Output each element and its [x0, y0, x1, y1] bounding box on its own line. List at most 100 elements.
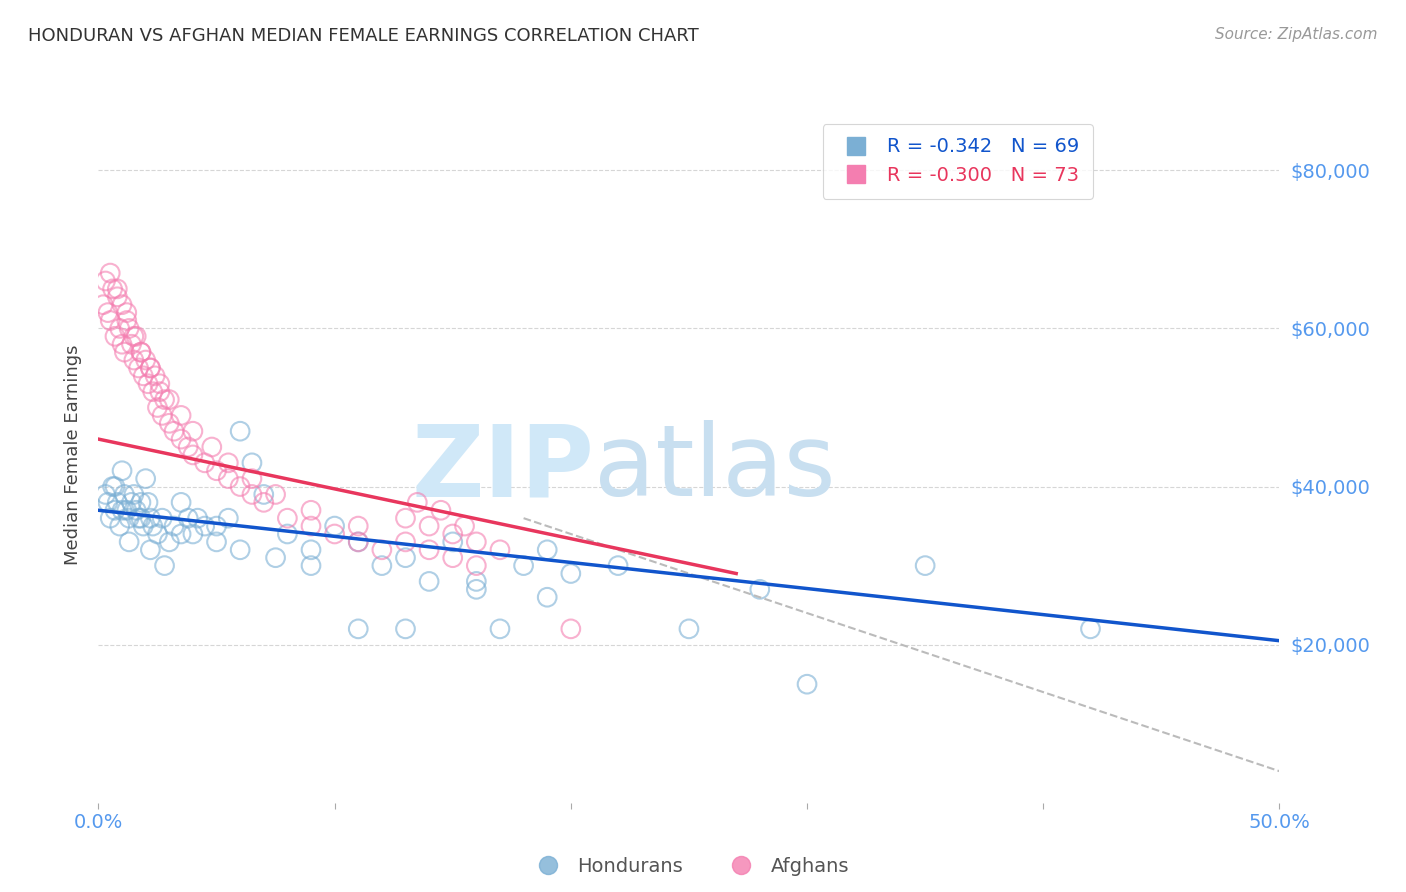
Point — [465, 582, 488, 597]
Point — [914, 558, 936, 573]
Point — [98, 511, 121, 525]
Point — [347, 535, 370, 549]
Point — [441, 527, 464, 541]
Point — [406, 495, 429, 509]
Point — [678, 622, 700, 636]
Point — [94, 274, 117, 288]
Point — [104, 329, 127, 343]
Point — [181, 527, 204, 541]
Point — [121, 337, 143, 351]
Point — [149, 376, 172, 391]
Point — [453, 519, 475, 533]
Point — [139, 361, 162, 376]
Point — [115, 313, 138, 327]
Point — [132, 519, 155, 533]
Point — [194, 456, 217, 470]
Point — [170, 409, 193, 423]
Point — [139, 542, 162, 557]
Point — [146, 527, 169, 541]
Point — [170, 527, 193, 541]
Point — [94, 487, 117, 501]
Point — [371, 542, 394, 557]
Point — [201, 440, 224, 454]
Point — [177, 511, 200, 525]
Y-axis label: Median Female Earnings: Median Female Earnings — [63, 344, 82, 566]
Legend: Hondurans, Afghans: Hondurans, Afghans — [522, 849, 856, 884]
Point — [111, 298, 134, 312]
Point — [115, 503, 138, 517]
Point — [121, 495, 143, 509]
Point — [394, 550, 416, 565]
Point — [323, 519, 346, 533]
Point — [465, 574, 488, 589]
Point — [122, 487, 145, 501]
Point — [748, 582, 770, 597]
Point — [115, 305, 138, 319]
Point — [157, 392, 180, 407]
Point — [150, 409, 173, 423]
Point — [136, 376, 159, 391]
Point — [139, 361, 162, 376]
Point — [240, 456, 263, 470]
Point — [170, 432, 193, 446]
Point — [194, 519, 217, 533]
Point — [512, 558, 534, 573]
Point — [276, 511, 298, 525]
Point — [122, 353, 145, 368]
Point — [105, 290, 128, 304]
Point — [129, 345, 152, 359]
Point — [465, 558, 488, 573]
Point — [394, 622, 416, 636]
Point — [111, 503, 134, 517]
Point — [264, 487, 287, 501]
Point — [170, 495, 193, 509]
Point — [97, 495, 120, 509]
Text: HONDURAN VS AFGHAN MEDIAN FEMALE EARNINGS CORRELATION CHART: HONDURAN VS AFGHAN MEDIAN FEMALE EARNING… — [28, 27, 699, 45]
Point — [489, 622, 512, 636]
Point — [97, 305, 120, 319]
Point — [536, 542, 558, 557]
Point — [394, 511, 416, 525]
Point — [118, 535, 141, 549]
Point — [371, 558, 394, 573]
Point — [177, 440, 200, 454]
Point — [796, 677, 818, 691]
Point — [418, 574, 440, 589]
Point — [240, 487, 263, 501]
Point — [536, 591, 558, 605]
Point — [229, 479, 252, 493]
Point — [135, 472, 157, 486]
Point — [142, 519, 165, 533]
Point — [347, 535, 370, 549]
Point — [149, 384, 172, 399]
Point — [112, 487, 135, 501]
Point — [299, 558, 322, 573]
Point — [125, 503, 148, 517]
Point — [205, 535, 228, 549]
Point — [108, 519, 131, 533]
Point — [187, 511, 209, 525]
Point — [118, 321, 141, 335]
Point — [217, 511, 239, 525]
Point — [299, 503, 322, 517]
Point — [129, 511, 152, 525]
Point — [111, 464, 134, 478]
Text: Source: ZipAtlas.com: Source: ZipAtlas.com — [1215, 27, 1378, 42]
Point — [205, 519, 228, 533]
Point — [157, 535, 180, 549]
Point — [181, 424, 204, 438]
Point — [146, 401, 169, 415]
Point — [418, 542, 440, 557]
Point — [607, 558, 630, 573]
Point — [98, 313, 121, 327]
Point — [108, 321, 131, 335]
Point — [264, 550, 287, 565]
Point — [276, 527, 298, 541]
Point — [253, 495, 276, 509]
Point — [430, 503, 453, 517]
Point — [465, 535, 488, 549]
Point — [118, 511, 141, 525]
Point — [163, 519, 186, 533]
Point — [1080, 622, 1102, 636]
Point — [112, 345, 135, 359]
